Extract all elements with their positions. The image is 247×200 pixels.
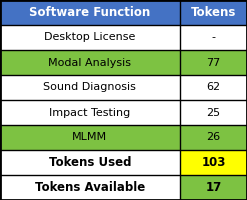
Text: Software Function: Software Function xyxy=(29,6,150,19)
Text: 62: 62 xyxy=(206,82,221,92)
Text: Tokens Available: Tokens Available xyxy=(35,181,145,194)
Bar xyxy=(0,100,180,125)
Bar xyxy=(0,150,180,175)
Text: 17: 17 xyxy=(205,181,222,194)
Bar xyxy=(180,0,247,25)
Text: 103: 103 xyxy=(201,156,226,169)
Text: Desktop License: Desktop License xyxy=(44,32,136,43)
Bar xyxy=(0,25,180,50)
Text: 25: 25 xyxy=(206,108,221,117)
Bar xyxy=(0,50,180,75)
Bar xyxy=(180,75,247,100)
Text: Impact Testing: Impact Testing xyxy=(49,108,130,117)
Bar xyxy=(0,175,180,200)
Bar xyxy=(180,100,247,125)
Bar xyxy=(180,125,247,150)
Text: -: - xyxy=(211,32,215,43)
Bar xyxy=(180,50,247,75)
Text: Sound Diagnosis: Sound Diagnosis xyxy=(43,82,136,92)
Bar xyxy=(180,175,247,200)
Bar xyxy=(180,150,247,175)
Text: 77: 77 xyxy=(206,58,221,68)
Bar xyxy=(180,25,247,50)
Bar xyxy=(0,0,180,25)
Text: MLMM: MLMM xyxy=(72,132,107,142)
Bar xyxy=(0,125,180,150)
Text: Modal Analysis: Modal Analysis xyxy=(48,58,131,68)
Bar xyxy=(0,75,180,100)
Text: Tokens Used: Tokens Used xyxy=(49,156,131,169)
Text: Tokens: Tokens xyxy=(191,6,236,19)
Text: 26: 26 xyxy=(206,132,221,142)
